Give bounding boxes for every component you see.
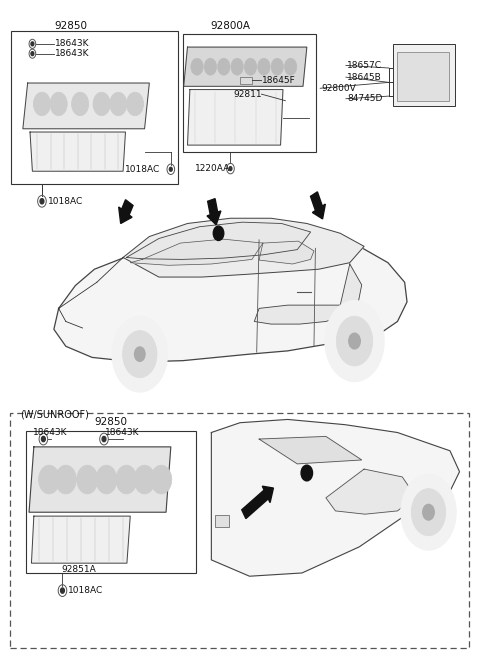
Circle shape — [72, 92, 89, 115]
Circle shape — [102, 436, 106, 441]
Text: 92811: 92811 — [234, 90, 263, 98]
Circle shape — [217, 58, 230, 75]
Text: 18643K: 18643K — [55, 39, 89, 49]
Text: 1018AC: 1018AC — [48, 197, 83, 206]
Text: (W/SUNROOF): (W/SUNROOF) — [21, 409, 89, 419]
Circle shape — [55, 465, 76, 494]
FancyArrow shape — [311, 192, 325, 219]
Circle shape — [96, 465, 117, 494]
Circle shape — [38, 465, 60, 494]
Text: 92800V: 92800V — [321, 84, 356, 92]
Circle shape — [40, 199, 44, 204]
Circle shape — [204, 58, 216, 75]
Bar — [393, 44, 455, 106]
Text: 92850: 92850 — [95, 417, 128, 427]
Bar — [396, 52, 449, 100]
Circle shape — [151, 465, 172, 494]
Circle shape — [31, 52, 34, 56]
Circle shape — [411, 489, 446, 536]
Polygon shape — [259, 436, 362, 464]
Circle shape — [31, 42, 34, 46]
Circle shape — [229, 167, 232, 171]
Text: 92850: 92850 — [54, 20, 87, 31]
Polygon shape — [23, 83, 149, 129]
Circle shape — [126, 92, 144, 115]
Circle shape — [258, 58, 270, 75]
Circle shape — [325, 300, 384, 382]
Circle shape — [112, 316, 168, 392]
Circle shape — [191, 58, 203, 75]
Circle shape — [34, 92, 50, 115]
Text: 1018AC: 1018AC — [68, 586, 104, 595]
Polygon shape — [254, 264, 362, 324]
Circle shape — [336, 316, 372, 366]
Circle shape — [423, 504, 434, 520]
Circle shape — [244, 58, 257, 75]
Circle shape — [213, 226, 224, 241]
Text: 92851A: 92851A — [61, 565, 96, 574]
Bar — [240, 77, 252, 84]
FancyArrow shape — [207, 199, 221, 225]
Circle shape — [50, 92, 67, 115]
Polygon shape — [130, 239, 263, 265]
Text: 18643K: 18643K — [106, 428, 140, 437]
Polygon shape — [259, 241, 314, 264]
Polygon shape — [30, 132, 125, 171]
Text: 18645B: 18645B — [348, 73, 382, 81]
Polygon shape — [32, 516, 130, 563]
Circle shape — [41, 436, 45, 441]
Text: 18645F: 18645F — [263, 76, 296, 85]
Text: 84745D: 84745D — [348, 94, 383, 103]
FancyArrow shape — [119, 199, 133, 224]
Circle shape — [169, 167, 172, 171]
Bar — [26, 430, 196, 573]
Text: 92800A: 92800A — [210, 21, 251, 31]
Circle shape — [271, 58, 283, 75]
Circle shape — [60, 588, 64, 593]
Circle shape — [110, 92, 127, 115]
Polygon shape — [29, 447, 171, 512]
Circle shape — [134, 347, 145, 361]
Circle shape — [284, 58, 297, 75]
Bar — [10, 413, 469, 648]
Polygon shape — [188, 90, 283, 145]
Circle shape — [301, 465, 312, 481]
Circle shape — [122, 331, 157, 378]
Circle shape — [116, 465, 137, 494]
Bar — [11, 31, 178, 184]
Polygon shape — [123, 218, 364, 277]
Text: 1220AA: 1220AA — [195, 164, 230, 173]
Text: 1018AC: 1018AC — [124, 165, 160, 174]
Text: 18657C: 18657C — [348, 61, 383, 70]
Text: 18643K: 18643K — [33, 428, 67, 437]
Bar — [183, 34, 316, 152]
Circle shape — [401, 474, 456, 550]
FancyArrow shape — [242, 486, 274, 518]
Circle shape — [93, 92, 110, 115]
Bar — [215, 516, 228, 527]
Polygon shape — [126, 222, 311, 259]
Circle shape — [134, 465, 155, 494]
Circle shape — [231, 58, 243, 75]
Polygon shape — [326, 469, 416, 514]
Circle shape — [77, 465, 98, 494]
Polygon shape — [184, 47, 307, 87]
Text: 18643K: 18643K — [55, 49, 89, 58]
Circle shape — [349, 333, 360, 349]
Polygon shape — [54, 237, 407, 362]
Polygon shape — [211, 419, 459, 576]
